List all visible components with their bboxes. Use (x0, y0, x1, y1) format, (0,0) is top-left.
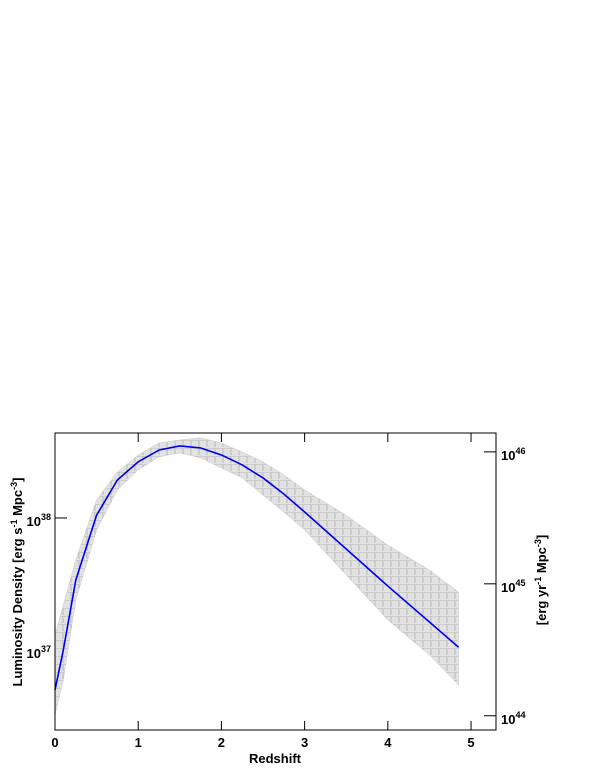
title-text: ] (534, 535, 549, 539)
line (54, 445, 460, 691)
tick-exponent: 46 (515, 446, 525, 456)
title-superscript: -1 (9, 520, 19, 528)
title-superscript: -3 (533, 539, 543, 547)
title-superscript: -1 (533, 577, 543, 585)
title-text: [erg yr (534, 585, 549, 625)
y-tick-label: 1037 (27, 644, 51, 661)
x-axis-title: Redshift (249, 751, 302, 766)
tick-base: 10 (27, 514, 41, 529)
title-text: ] (10, 478, 25, 482)
tick-base: 10 (501, 448, 515, 463)
x-tick-label: 5 (467, 735, 474, 750)
x-tick-label: 4 (384, 735, 392, 750)
y-axis-title: Luminosity Density [erg s-1 Mpc-3] (9, 478, 25, 687)
tick-base: 10 (27, 646, 41, 661)
tick-exponent: 38 (41, 512, 51, 522)
tick-base: 10 (501, 580, 515, 595)
y-tick-label: 1045 (501, 578, 525, 595)
title-superscript: -3 (9, 482, 19, 490)
x-tick-label: 3 (301, 735, 308, 750)
title-text: Mpc (534, 547, 549, 577)
y-tick-label: 1046 (501, 446, 525, 463)
y-tick-label: 1038 (27, 512, 51, 529)
plot-frame (54, 432, 497, 731)
title-text: Luminosity Density [erg s (10, 528, 25, 687)
tick-exponent: 45 (515, 578, 525, 588)
uncertainty-band (54, 437, 459, 716)
y2-axis-title: [erg yr-1 Mpc-3] (533, 535, 549, 625)
tick-exponent: 44 (515, 710, 525, 720)
x-tick-label: 1 (135, 735, 142, 750)
tick-exponent: 37 (41, 644, 51, 654)
title-text: Mpc (10, 490, 25, 520)
x-tick-label: 2 (218, 735, 225, 750)
tick-base: 10 (501, 712, 515, 727)
y-tick-label: 1044 (501, 710, 525, 727)
x-tick-label: 0 (51, 735, 58, 750)
